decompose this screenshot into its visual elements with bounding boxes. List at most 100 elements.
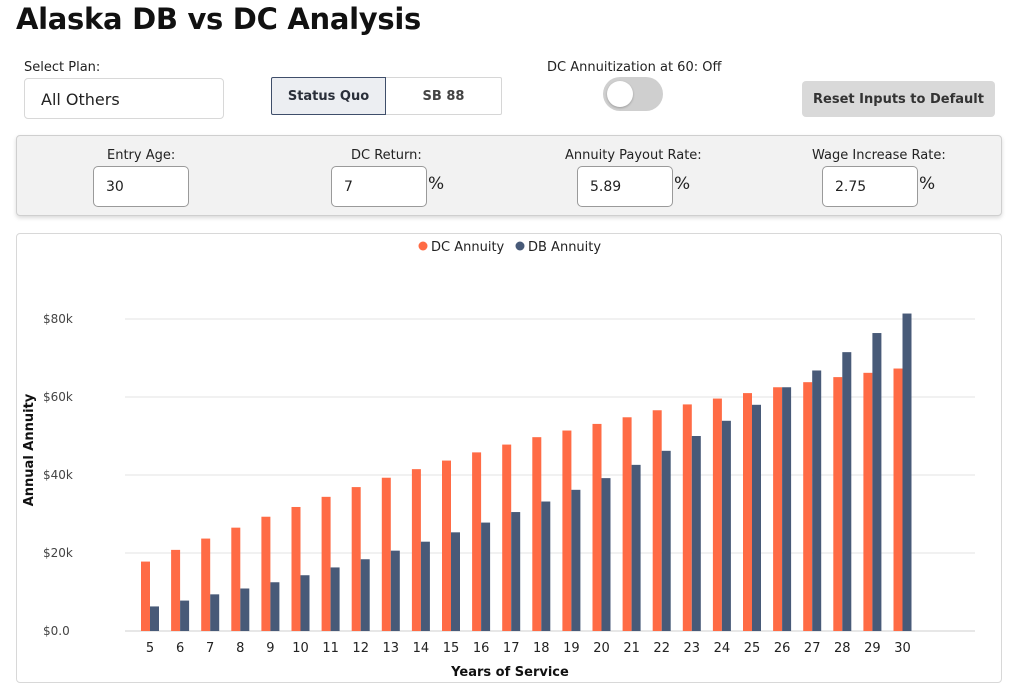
db-bar [902,313,912,631]
x-tick-label: 7 [206,641,214,656]
db-bar [782,387,792,631]
dc-bar [201,538,211,631]
db-bar [270,582,280,631]
dc-bar [321,496,331,631]
dc-bar [652,410,662,631]
reset-inputs-button[interactable]: Reset Inputs to Default [802,81,995,117]
db-bar [150,606,159,631]
tab-sb-88[interactable]: SB 88 [386,77,502,115]
dc-bar [592,423,602,631]
x-tick-label: 29 [864,641,881,656]
y-axis-label: Annual Annuity [22,393,37,506]
x-tick-label: 5 [146,641,154,656]
x-axis-ticks: 5 6 7 8 9 10 11 12 13 14 15 16 17 18 19 20 21 22 23 24 25 26 2… [146,641,911,656]
annuitization-switch[interactable] [603,77,663,111]
dc-bar [171,549,181,631]
dc-bar [261,516,271,631]
y-tick-label: $40k [43,468,73,482]
dc-bar [351,487,361,631]
x-tick-label: 25 [744,641,761,656]
x-tick-label: 18 [533,641,550,656]
db-bar [571,489,581,631]
dc-bar [442,460,451,631]
db-bar [721,420,731,631]
db-bar [601,478,611,631]
y-axis-ticks: $0.0 $20k $40k $60k $80k [43,312,73,638]
dc-return-unit: % [428,174,445,194]
tab-status-quo[interactable]: Status Quo [271,77,386,115]
x-tick-label: 13 [383,641,400,656]
legend-dc-label: DC Annuity [431,240,505,255]
db-bar [300,575,310,631]
annuity-payout-input[interactable]: 5.89 [577,166,673,207]
x-tick-label: 6 [176,641,184,656]
dc-bar [773,387,783,631]
x-tick-label: 12 [352,641,369,656]
dc-bar [231,527,241,631]
db-bar [661,450,671,631]
legend-db-label: DB Annuity [528,240,601,255]
dc-bar [502,444,512,631]
x-axis-label: Years of Service [450,665,569,680]
db-bar [390,550,400,631]
x-tick-label: 28 [834,641,851,656]
dc-bar [141,561,150,631]
dc-bar [381,477,391,631]
switch-knob [607,81,633,107]
legend-dc-marker [418,241,428,251]
y-tick-label: $20k [43,546,73,560]
x-tick-label: 22 [653,641,670,656]
entry-age-input[interactable]: 30 [93,166,189,207]
scenario-toggle-group: Status Quo SB 88 [271,77,502,115]
db-bar [691,436,701,631]
annuity-payout-label: Annuity Payout Rate: [565,148,702,163]
y-tick-label: $80k [43,312,73,326]
x-tick-label: 9 [266,641,274,656]
chart-panel: $0.0 $20k $40k $60k $80k 5 6 7 8 9 10 11 12 13 14 15 16… [16,233,1002,683]
dc-bar [712,398,722,631]
x-tick-label: 24 [714,641,731,656]
db-bar [872,333,882,631]
legend: DC Annuity DB Annuity [418,240,601,255]
db-bar [451,532,460,631]
x-tick-label: 10 [292,641,309,656]
dc-bar [291,506,301,631]
db-bar [481,522,491,631]
x-tick-label: 27 [804,641,821,656]
x-tick-label: 30 [894,641,911,656]
annuitization-label: DC Annuitization at 60: Off [547,60,722,75]
db-bar [330,567,340,631]
x-tick-label: 17 [503,641,520,656]
wage-increase-input[interactable]: 2.75 [822,166,918,207]
dc-bar [833,377,843,631]
x-tick-label: 15 [443,641,460,656]
dc-bar [682,404,692,631]
db-bar [420,541,430,631]
x-tick-label: 11 [322,641,339,656]
y-tick-label: $0.0 [43,624,70,638]
db-bar [210,594,220,631]
db-bar [631,464,641,631]
x-tick-label: 19 [563,641,580,656]
dc-bar [622,417,632,631]
x-tick-label: 20 [593,641,610,656]
plan-select[interactable]: All Others [24,78,224,119]
dc-bar [863,372,873,631]
x-tick-label: 16 [473,641,490,656]
dc-bar [472,452,482,631]
db-bar [812,370,822,631]
dc-bar [893,368,903,631]
db-bar [511,512,521,631]
dc-bar [803,382,813,631]
x-tick-label: 21 [623,641,640,656]
db-bar [360,559,370,631]
dc-return-input[interactable]: 7 [331,166,427,207]
x-tick-label: 14 [413,641,430,656]
db-bar [180,600,190,631]
db-bar [541,501,551,631]
db-bar [842,352,852,631]
y-tick-label: $60k [43,390,73,404]
entry-age-label: Entry Age: [107,148,176,163]
bar-marks [141,313,912,631]
x-tick-label: 8 [236,641,244,656]
